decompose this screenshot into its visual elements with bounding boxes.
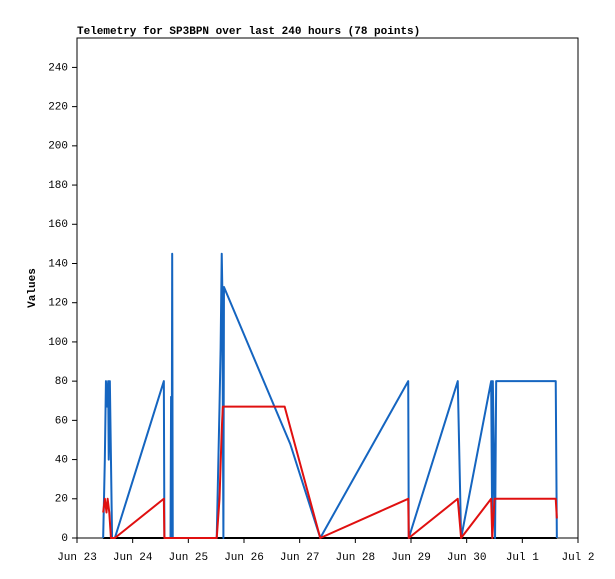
- y-tick-label: 120: [48, 298, 68, 310]
- y-tick-label: 20: [55, 494, 68, 506]
- y-tick-label: 200: [48, 141, 68, 153]
- y-tick-label: 180: [48, 180, 68, 192]
- y-tick-label: 0: [61, 533, 68, 545]
- y-tick-label: 160: [48, 219, 68, 231]
- chart-title: Telemetry for SP3BPN over last 240 hours…: [77, 26, 420, 38]
- x-tick-label: Jun 30: [447, 552, 487, 564]
- y-tick-label: 40: [55, 454, 68, 466]
- series-line: [102, 252, 558, 539]
- series-line: [102, 405, 558, 539]
- y-tick-label: 140: [48, 258, 68, 270]
- x-tick-label: Jun 27: [280, 552, 320, 564]
- x-tick-label: Jul 1: [506, 552, 539, 564]
- y-tick-label: 80: [55, 376, 68, 388]
- y-axis-label: Values: [27, 268, 39, 308]
- x-tick-label: Jun 23: [57, 552, 97, 564]
- plot-frame: [76, 37, 579, 539]
- y-tick-label: 220: [48, 102, 68, 114]
- x-tick-label: Jun 26: [224, 552, 264, 564]
- x-tick-label: Jun 25: [169, 552, 209, 564]
- x-tick-label: Jun 29: [391, 552, 431, 564]
- y-tick-label: 60: [55, 415, 68, 427]
- x-tick-label: Jun 24: [113, 552, 153, 564]
- x-tick-label: Jul 2: [561, 552, 594, 564]
- y-tick-label: 240: [48, 62, 68, 74]
- y-tick-label: 100: [48, 337, 68, 349]
- x-tick-label: Jun 28: [336, 552, 376, 564]
